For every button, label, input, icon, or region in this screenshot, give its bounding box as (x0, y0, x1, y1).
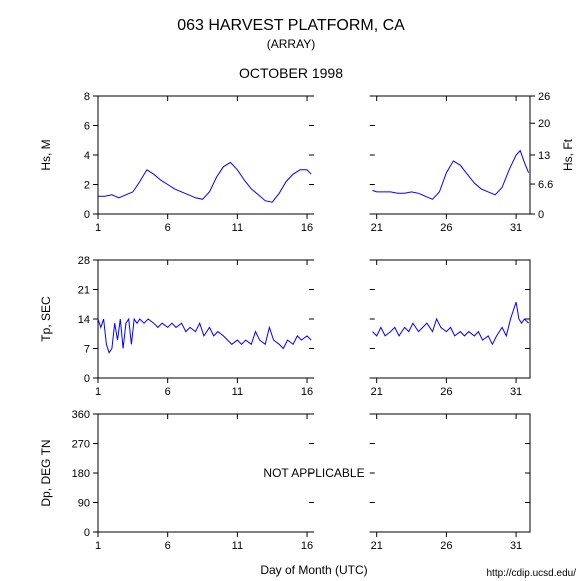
data-line (373, 151, 529, 200)
xtick-label: 1 (95, 540, 101, 552)
ytick-label-left: 8 (84, 91, 90, 103)
ytick-label-left: 0 (84, 373, 90, 385)
xtick-label: 6 (165, 540, 171, 552)
ytick-label-left: 2 (84, 180, 90, 192)
ylabel-left: Tp, SEC (39, 296, 53, 342)
ytick-label-left: 7 (84, 344, 90, 356)
xaxis-label: Day of Month (UTC) (260, 563, 367, 577)
panel-frame-right (370, 260, 530, 378)
xtick-label: 11 (232, 540, 243, 552)
xtick-label: 16 (301, 222, 313, 234)
xtick-label: 21 (371, 386, 383, 398)
xtick-label: 21 (371, 222, 383, 234)
xtick-label: 26 (440, 222, 452, 234)
xtick-label: 31 (510, 386, 522, 398)
chart-title: 063 HARVEST PLATFORM, CA (177, 17, 405, 34)
ylabel-left: Dp, DEG TN (39, 439, 53, 506)
data-line (373, 302, 529, 344)
data-line (98, 319, 311, 353)
ytick-label-right: 26 (538, 91, 550, 103)
ytick-label-right: 0 (538, 209, 544, 221)
ytick-label-right: 13 (538, 150, 550, 162)
xtick-label: 21 (371, 540, 383, 552)
ytick-label-left: 180 (72, 468, 90, 480)
xtick-label: 6 (165, 222, 171, 234)
panel-frame-right (370, 414, 530, 532)
ytick-label-left: 270 (72, 439, 90, 451)
xtick-label: 6 (165, 386, 171, 398)
ytick-label-left: 360 (72, 409, 90, 421)
ytick-label-left: 14 (78, 314, 90, 326)
chart-subtitle: (ARRAY) (267, 37, 315, 51)
source-url: http://cdip.ucsd.edu/ (486, 568, 576, 579)
ytick-label-left: 90 (78, 498, 90, 510)
ylabel-right: Hs, Ft (561, 138, 575, 171)
ytick-label-right: 6.6 (538, 179, 553, 191)
ytick-label-left: 21 (78, 285, 90, 297)
xtick-label: 26 (440, 540, 452, 552)
xtick-label: 26 (440, 386, 452, 398)
xtick-label: 16 (301, 540, 313, 552)
xtick-label: 31 (510, 540, 522, 552)
xtick-label: 1 (95, 222, 101, 234)
ylabel-left: Hs, M (39, 139, 53, 170)
xtick-label: 11 (232, 222, 243, 234)
ytick-label-left: 6 (84, 121, 90, 133)
ytick-label-left: 28 (78, 255, 90, 267)
xtick-label: 11 (232, 386, 243, 398)
panel-frame-right (370, 96, 530, 214)
panel-frame-left (98, 260, 314, 378)
ytick-label-left: 0 (84, 527, 90, 539)
xtick-label: 1 (95, 386, 101, 398)
chart-svg: 063 HARVEST PLATFORM, CA (ARRAY) OCTOBER 1… (0, 0, 582, 581)
xtick-label: 31 (510, 222, 522, 234)
xtick-label: 16 (301, 386, 313, 398)
month-label: OCTOBER 1998 (239, 65, 343, 81)
ytick-label-left: 0 (84, 209, 90, 221)
overlay-text: NOT APPLICABLE (263, 466, 364, 480)
chart-container: 063 HARVEST PLATFORM, CA (ARRAY) OCTOBER 1… (0, 0, 582, 581)
ytick-label-right: 20 (538, 118, 550, 130)
data-line (98, 162, 311, 202)
ytick-label-left: 4 (84, 150, 90, 162)
